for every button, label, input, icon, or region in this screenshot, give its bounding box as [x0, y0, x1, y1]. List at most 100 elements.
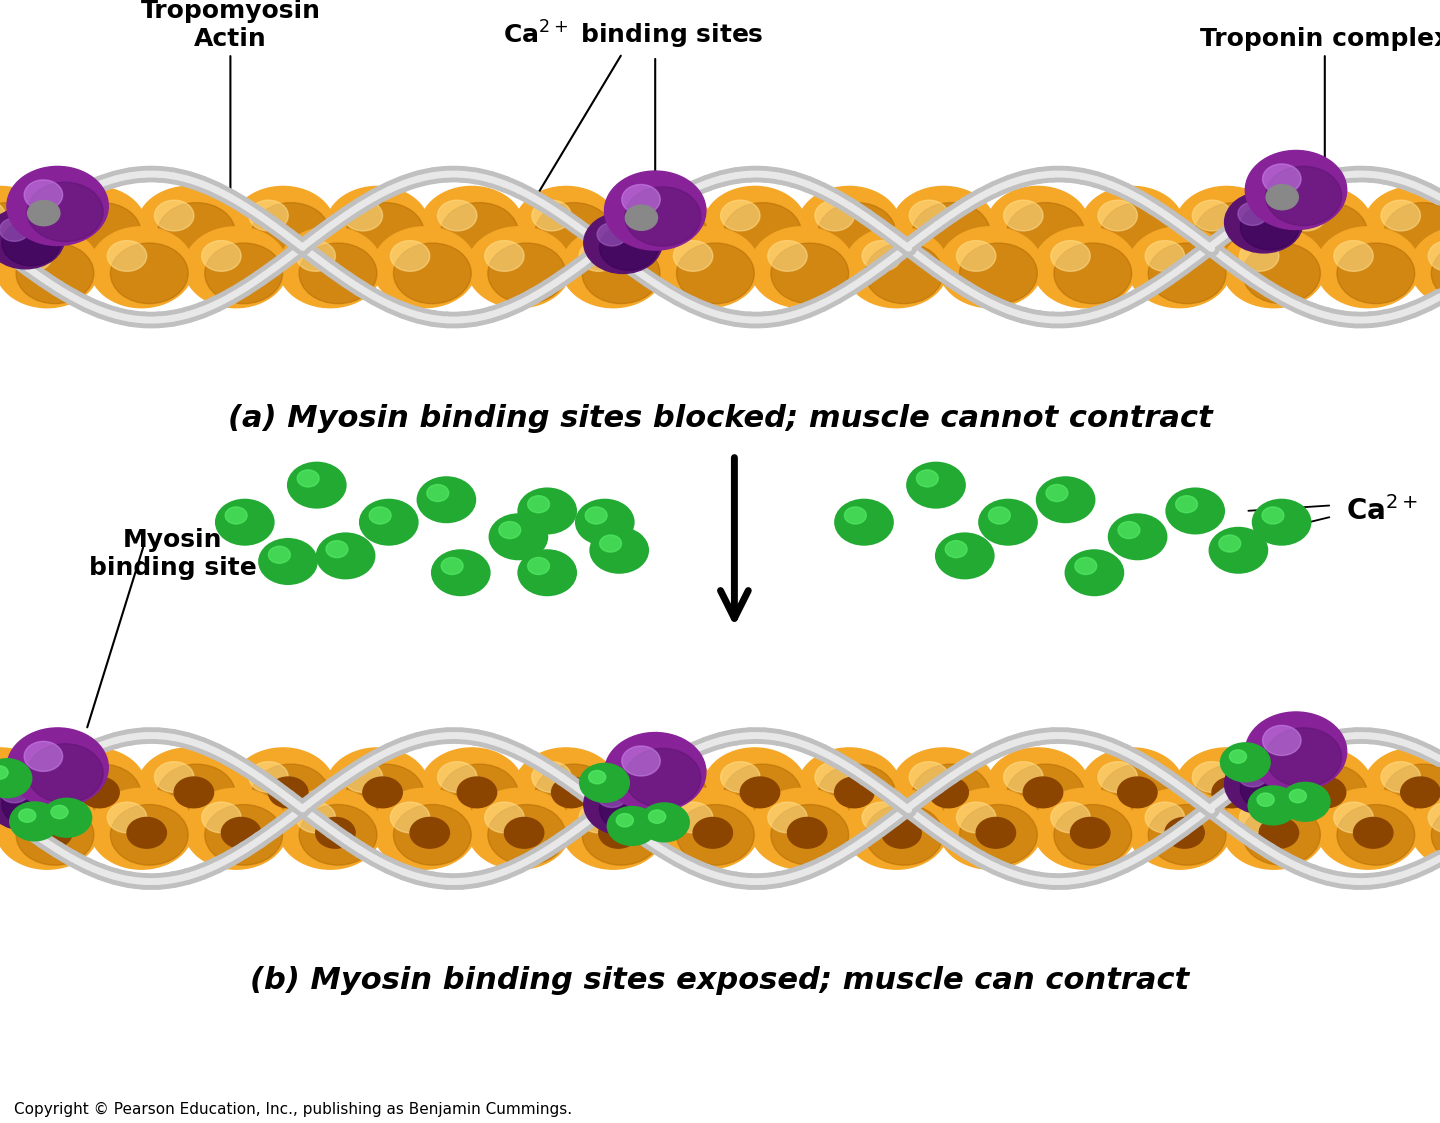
Text: Myosin
binding site: Myosin binding site [89, 528, 256, 579]
Circle shape [1287, 200, 1326, 231]
Circle shape [1263, 725, 1302, 756]
Circle shape [108, 240, 147, 272]
Circle shape [629, 202, 707, 263]
Circle shape [346, 202, 423, 263]
Circle shape [369, 506, 392, 524]
Circle shape [1240, 766, 1299, 811]
Circle shape [0, 761, 6, 793]
Circle shape [1192, 761, 1231, 793]
Circle shape [881, 818, 922, 848]
Circle shape [1333, 802, 1374, 833]
Circle shape [1364, 186, 1440, 267]
Circle shape [0, 788, 99, 869]
Circle shape [909, 761, 949, 793]
Circle shape [0, 208, 65, 268]
Circle shape [1240, 204, 1299, 249]
Circle shape [225, 506, 248, 524]
Circle shape [1280, 783, 1329, 821]
Circle shape [891, 748, 995, 829]
Circle shape [259, 539, 317, 584]
Circle shape [363, 777, 402, 807]
Circle shape [1032, 788, 1136, 869]
Circle shape [325, 186, 429, 267]
Circle shape [204, 804, 282, 865]
Circle shape [629, 764, 707, 824]
Circle shape [13, 240, 52, 272]
Circle shape [1266, 184, 1299, 210]
Circle shape [79, 777, 120, 807]
Circle shape [27, 182, 104, 241]
Circle shape [929, 777, 968, 807]
Circle shape [441, 764, 518, 824]
Circle shape [1224, 754, 1303, 814]
Circle shape [1024, 777, 1063, 807]
Circle shape [770, 804, 848, 865]
Circle shape [438, 761, 477, 793]
Circle shape [127, 818, 167, 848]
Circle shape [0, 218, 29, 241]
Circle shape [1032, 227, 1136, 308]
Circle shape [720, 200, 760, 231]
Circle shape [441, 557, 464, 575]
Circle shape [1192, 200, 1231, 231]
Circle shape [315, 818, 356, 848]
Circle shape [818, 202, 896, 263]
Circle shape [10, 802, 59, 840]
Circle shape [60, 200, 99, 231]
Circle shape [976, 818, 1015, 848]
Circle shape [518, 550, 576, 595]
Circle shape [0, 769, 65, 830]
Circle shape [0, 748, 52, 829]
Circle shape [986, 748, 1090, 829]
Circle shape [936, 533, 994, 578]
Circle shape [677, 243, 755, 303]
Circle shape [438, 200, 477, 231]
Circle shape [605, 732, 706, 812]
Circle shape [432, 550, 490, 595]
Circle shape [579, 240, 618, 272]
Circle shape [1080, 748, 1184, 829]
Circle shape [1411, 788, 1440, 869]
Circle shape [111, 243, 189, 303]
Circle shape [562, 227, 665, 308]
Circle shape [0, 200, 6, 231]
Circle shape [154, 761, 194, 793]
Circle shape [108, 802, 147, 833]
Circle shape [174, 777, 213, 807]
Circle shape [1381, 761, 1420, 793]
Circle shape [1165, 818, 1204, 848]
Circle shape [0, 766, 9, 779]
Circle shape [582, 243, 660, 303]
Circle shape [531, 761, 572, 793]
Circle shape [278, 788, 382, 869]
Circle shape [626, 761, 665, 793]
Circle shape [1195, 764, 1273, 824]
Circle shape [252, 202, 330, 263]
Circle shape [514, 186, 618, 267]
Circle shape [297, 469, 320, 487]
Circle shape [599, 786, 658, 832]
Circle shape [1290, 202, 1368, 263]
Circle shape [222, 818, 261, 848]
Circle shape [343, 761, 383, 793]
Circle shape [1051, 802, 1090, 833]
Circle shape [1263, 164, 1302, 194]
Circle shape [1257, 793, 1274, 806]
Circle shape [720, 761, 760, 793]
Circle shape [1246, 712, 1346, 791]
Circle shape [598, 784, 626, 807]
Circle shape [27, 743, 104, 803]
Circle shape [1261, 506, 1284, 524]
Circle shape [1230, 750, 1247, 764]
Circle shape [1431, 804, 1440, 865]
Circle shape [1354, 818, 1392, 848]
Circle shape [1269, 186, 1372, 267]
Circle shape [16, 243, 94, 303]
Circle shape [1117, 521, 1140, 539]
Circle shape [1221, 743, 1270, 782]
Circle shape [1080, 186, 1184, 267]
Text: Ca$^{2+}$: Ca$^{2+}$ [1346, 496, 1418, 526]
Text: (b) Myosin binding sites exposed; muscle can contract: (b) Myosin binding sites exposed; muscle… [251, 966, 1189, 995]
Circle shape [1097, 761, 1138, 793]
Circle shape [43, 748, 147, 829]
